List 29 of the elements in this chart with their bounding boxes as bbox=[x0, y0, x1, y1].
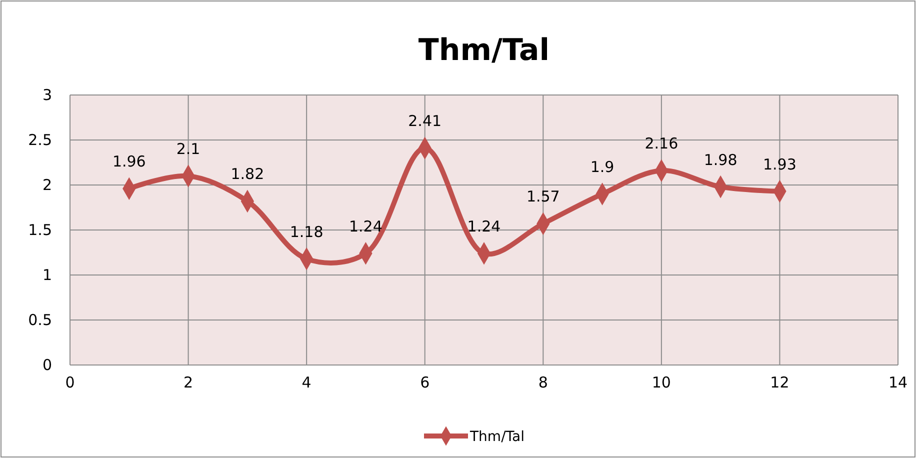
data-label: 1.98 bbox=[704, 150, 738, 169]
data-label: 1.96 bbox=[112, 152, 146, 171]
data-label: 1.9 bbox=[590, 158, 614, 176]
data-label: 1.24 bbox=[467, 217, 501, 236]
x-tick-label: 0 bbox=[65, 374, 75, 392]
x-tick-label: 14 bbox=[888, 374, 908, 392]
data-label: 2.16 bbox=[644, 134, 678, 153]
x-tick-label: 4 bbox=[302, 374, 312, 392]
y-tick-label: 1 bbox=[42, 266, 52, 284]
data-label: 1.18 bbox=[290, 222, 324, 241]
data-label: 2.1 bbox=[176, 140, 200, 158]
data-label: 1.57 bbox=[526, 188, 560, 206]
x-tick-label: 6 bbox=[420, 374, 430, 392]
y-tick-label: 1.5 bbox=[28, 220, 52, 239]
y-tick-label: 3 bbox=[42, 86, 52, 104]
y-tick-label: 2 bbox=[42, 176, 52, 194]
x-tick-label: 8 bbox=[538, 374, 548, 392]
data-label: 1.82 bbox=[230, 165, 264, 184]
y-tick-label: 0 bbox=[42, 356, 52, 374]
y-tick-label: 0.5 bbox=[28, 310, 52, 329]
chart-title: Thm/Tal bbox=[418, 33, 550, 68]
x-tick-label: 12 bbox=[770, 374, 790, 392]
x-tick-label: 2 bbox=[184, 374, 194, 392]
legend-label: Thm/Tal bbox=[469, 429, 524, 445]
data-label: 1.93 bbox=[763, 155, 796, 174]
x-tick-label: 10 bbox=[652, 374, 671, 392]
data-label: 2.41 bbox=[408, 112, 442, 130]
y-tick-label: 2.5 bbox=[28, 130, 52, 149]
data-label: 1.24 bbox=[349, 217, 382, 236]
